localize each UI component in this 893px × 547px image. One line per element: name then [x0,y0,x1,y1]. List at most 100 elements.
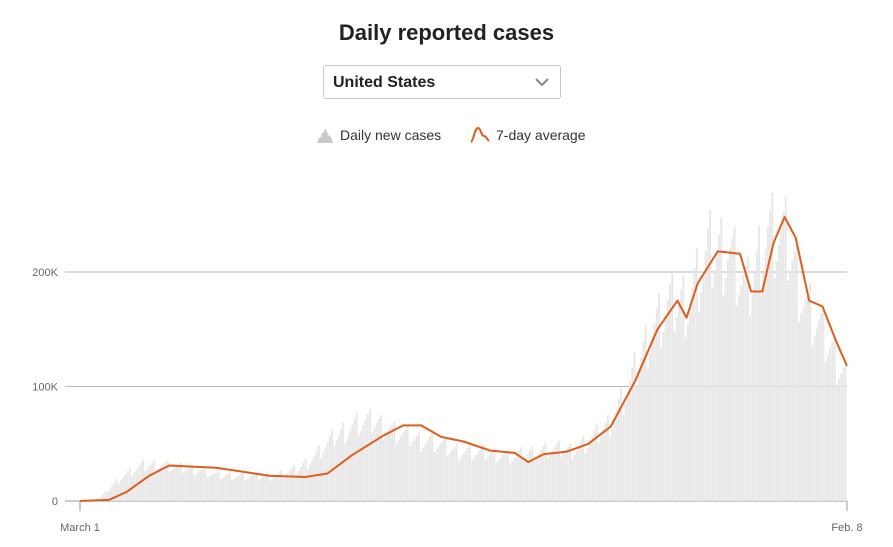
daily-case-bar [326,441,329,501]
daily-case-bar [102,494,105,501]
daily-case-bar [511,461,514,501]
daily-case-bar [651,338,654,501]
daily-case-bar [618,398,620,501]
daily-case-bar [202,468,205,501]
daily-case-bar [117,483,120,501]
daily-case-bar [175,465,178,501]
daily-case-bar [613,419,616,501]
country-select-value: United States [333,74,436,91]
daily-case-bar [829,347,832,501]
daily-case-bar [815,328,818,501]
daily-case-bar [333,446,336,501]
daily-case-bar [257,480,260,501]
daily-case-bar [582,436,585,501]
daily-case-bar [580,441,583,501]
daily-case-bar [800,313,803,501]
daily-case-bar [709,209,711,501]
daily-case-bar [420,451,422,501]
daily-case-bar [206,477,209,501]
daily-case-bar [108,489,111,501]
daily-case-bar [517,450,520,501]
daily-case-bar [275,475,278,501]
daily-case-bar [351,424,354,501]
daily-case-bar [377,418,380,501]
daily-case-bar [144,470,147,501]
legend-label-7-day-average: 7-day average [496,127,586,143]
daily-case-bar [277,472,280,501]
daily-case-bar [208,475,211,501]
daily-case-bar [589,443,591,501]
daily-case-bar [349,431,351,501]
daily-case-bar [171,469,173,501]
daily-case-bar [573,454,576,501]
daily-case-bar [577,445,580,501]
daily-case-bar [335,440,338,501]
daily-case-bar [317,445,320,501]
y-tick-label: 100K [32,382,58,394]
country-select[interactable]: United States [323,65,561,99]
daily-case-bar [215,472,218,501]
daily-case-bar [842,368,845,501]
daily-case-bar [431,433,434,501]
daily-case-bar [484,460,487,501]
daily-case-bar [706,228,709,501]
daily-case-bar [642,341,645,501]
daily-case-bar [502,454,505,501]
daily-case-bar [455,444,458,501]
daily-case-bar [571,459,574,501]
daily-case-bar [769,209,772,501]
daily-case-bar [529,450,531,501]
daily-case-bar [297,470,300,501]
daily-case-bar [366,414,369,501]
daily-case-bar [391,424,394,501]
daily-case-bar [268,480,271,501]
daily-case-bar [211,474,213,501]
daily-case-bar [669,284,671,501]
y-tick-label: 200K [32,267,58,279]
daily-case-bar [282,478,285,501]
daily-case-bar [831,341,834,501]
daily-case-bar [595,424,598,501]
daily-case-bar [662,331,665,501]
daily-case-bar [442,440,445,501]
daily-case-bar [248,477,251,501]
x-tick-label: Feb. 8 [831,522,862,534]
daily-case-bar [655,308,658,501]
daily-case-bar [549,454,551,501]
daily-case-bar [544,442,547,501]
daily-case-bar [246,478,249,501]
daily-case-bar [260,478,262,501]
daily-case-bar [346,437,349,501]
daily-case-bar [217,471,220,501]
daily-case-bar [804,299,807,501]
daily-case-bar [222,477,225,501]
daily-case-bar [300,466,302,501]
daily-case-bar [233,478,236,501]
daily-case-bar [784,196,787,501]
daily-case-bar [740,284,743,501]
daily-case-bar [204,467,207,501]
daily-case-bar [237,475,240,501]
daily-case-bar [433,451,436,501]
daily-case-bar [364,419,367,501]
daily-case-bar [491,450,494,501]
daily-case-bar [168,471,171,501]
daily-case-bar [400,436,402,501]
daily-case-bar [675,317,678,501]
chevron-down-icon[interactable] [534,76,550,88]
daily-case-bar [660,346,663,501]
daily-case-bar [795,244,798,501]
daily-case-bar [562,453,565,501]
daily-case-bar [104,491,107,501]
daily-case-bar [100,496,102,501]
daily-case-bar [791,260,794,501]
daily-case-bar [591,437,594,501]
daily-case-bar [718,234,720,501]
daily-case-bar [818,320,820,501]
daily-case-bar [833,335,836,501]
daily-case-bar [188,466,191,501]
daily-case-bar [722,295,725,501]
daily-case-bar [755,249,758,501]
daily-case-bar [128,467,131,501]
